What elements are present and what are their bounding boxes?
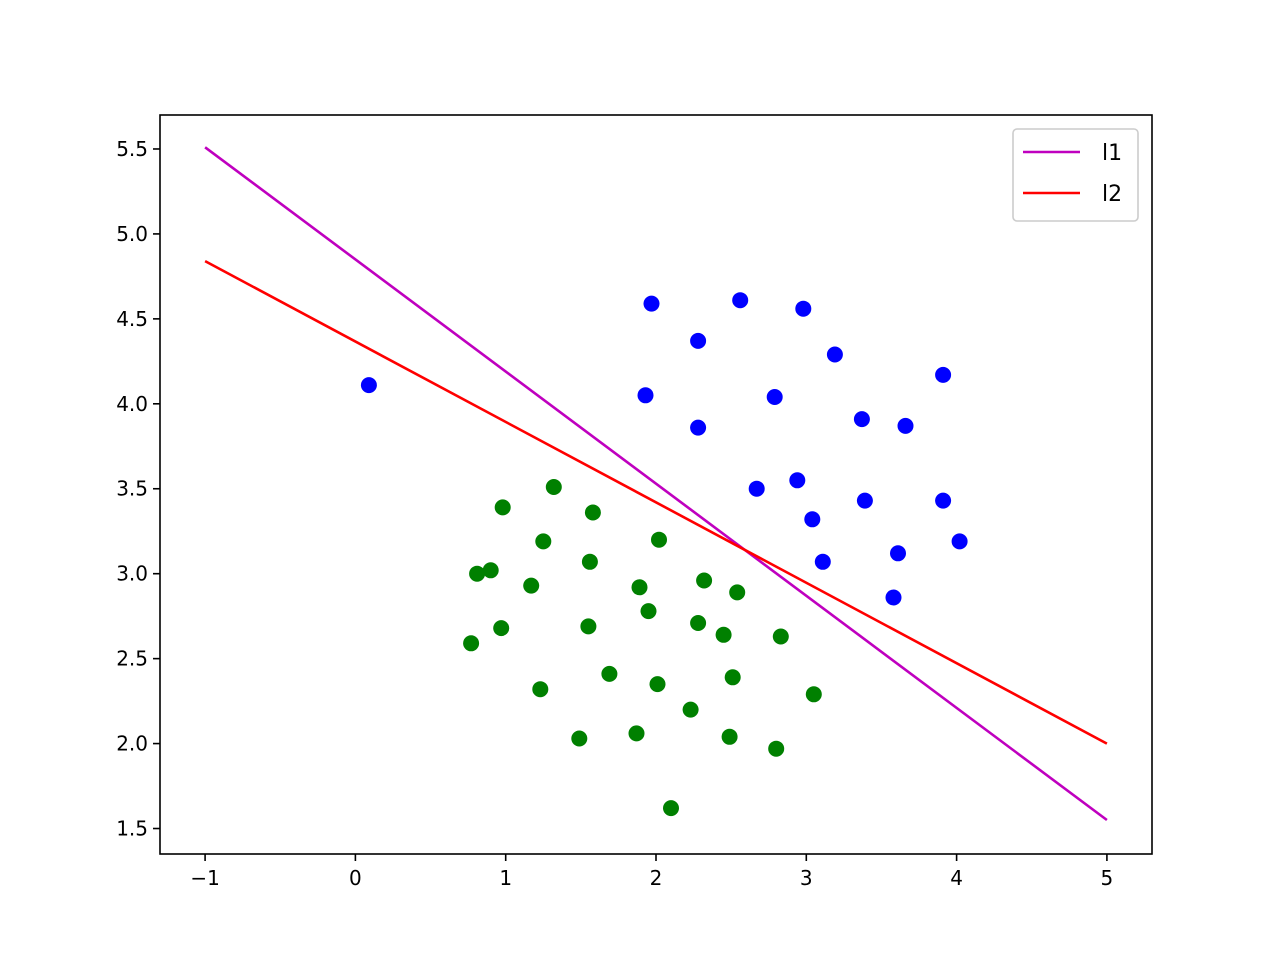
x-axis: −1 0 1 2 3 4 5 [190, 854, 1113, 890]
legend: l1 l2 [1012, 128, 1139, 222]
x-tick-label: 2 [650, 866, 663, 890]
scatter-point-0-7 [766, 389, 783, 405]
scatter-point-1-27 [721, 728, 738, 745]
scatter-point-0-20 [885, 589, 902, 606]
plot-points [360, 292, 968, 817]
scatter-point-1-7 [469, 565, 486, 582]
scatter-point-1-20 [724, 669, 741, 686]
scatter-point-1-23 [805, 686, 822, 703]
scatter-point-0-12 [748, 480, 765, 497]
scatter-point-1-17 [772, 628, 789, 645]
scatter-point-0-13 [789, 472, 806, 489]
scatter-point-0-2 [795, 300, 812, 317]
scatter-point-0-17 [951, 533, 968, 550]
scatter-point-0-10 [690, 419, 707, 436]
y-tick-label: 2.0 [116, 732, 148, 756]
y-tick-label: 5.0 [116, 222, 148, 246]
scatter-point-1-3 [535, 533, 552, 550]
x-tick-label: 1 [499, 866, 512, 890]
scatter-point-1-4 [651, 531, 667, 548]
scatter-point-0-15 [935, 492, 952, 509]
line-series-l1 [204, 146, 1108, 822]
scatter-point-0-8 [853, 411, 870, 428]
y-tick-label: 2.5 [116, 647, 148, 671]
y-tick-label: 3.0 [116, 562, 148, 586]
line-series-l2 [204, 259, 1108, 745]
y-tick-label: 4.0 [116, 392, 148, 416]
x-tick-label: 3 [800, 866, 813, 890]
scatter-point-1-22 [532, 681, 549, 698]
x-tick-label: 4 [950, 866, 963, 890]
scatter-point-1-9 [631, 579, 648, 596]
scatter-point-1-1 [494, 499, 511, 516]
scatter-point-0-3 [690, 332, 707, 349]
scatter-point-0-11 [360, 377, 377, 394]
scatter-point-1-15 [493, 620, 510, 637]
y-tick-label: 1.5 [116, 817, 148, 841]
scatter-point-1-0 [545, 479, 562, 495]
plot-lines [204, 146, 1108, 822]
legend-label-l1: l1 [1102, 141, 1122, 166]
scatter-point-1-14 [580, 618, 597, 635]
scatter-point-0-19 [814, 553, 831, 570]
scatter-point-1-21 [649, 676, 666, 693]
scatter-point-0-14 [856, 492, 873, 509]
scatter-point-1-8 [523, 577, 540, 594]
scatter-point-1-13 [690, 615, 707, 631]
scatter-point-1-24 [682, 701, 699, 718]
scatter-point-1-2 [584, 504, 601, 521]
scatter-point-0-18 [890, 545, 906, 562]
scatter-point-0-16 [804, 511, 821, 528]
scatter-point-0-0 [643, 295, 660, 312]
y-tick-label: 4.5 [116, 307, 148, 331]
scatter-point-1-11 [729, 584, 746, 601]
y-axis: 1.5 2.0 2.5 3.0 3.5 4.0 4.5 5.0 5.5 [116, 137, 160, 841]
scatter-point-1-28 [768, 740, 785, 757]
scatter-point-1-5 [581, 553, 598, 570]
x-tick-label: 0 [349, 866, 362, 890]
x-tick-label: 5 [1101, 866, 1114, 890]
legend-label-l2: l2 [1102, 182, 1122, 207]
scatter-point-1-19 [601, 665, 618, 682]
x-tick-label: −1 [190, 866, 219, 890]
scatter-point-0-5 [935, 366, 952, 383]
y-tick-label: 3.5 [116, 477, 148, 501]
scatter-point-1-18 [463, 635, 480, 652]
scatter-point-0-4 [826, 346, 843, 363]
scatter-point-1-12 [640, 603, 657, 620]
scatter-point-1-25 [571, 730, 588, 747]
scatter-point-1-29 [663, 800, 679, 817]
scatter-point-1-26 [628, 725, 645, 742]
scatter-point-1-16 [715, 626, 732, 643]
scatter-point-1-10 [696, 572, 713, 589]
scatter-point-0-6 [637, 387, 654, 404]
scatter-point-0-9 [897, 417, 914, 434]
y-tick-label: 5.5 [116, 137, 148, 161]
scatter-point-1-6 [482, 562, 499, 579]
scatter-point-0-1 [732, 292, 749, 309]
